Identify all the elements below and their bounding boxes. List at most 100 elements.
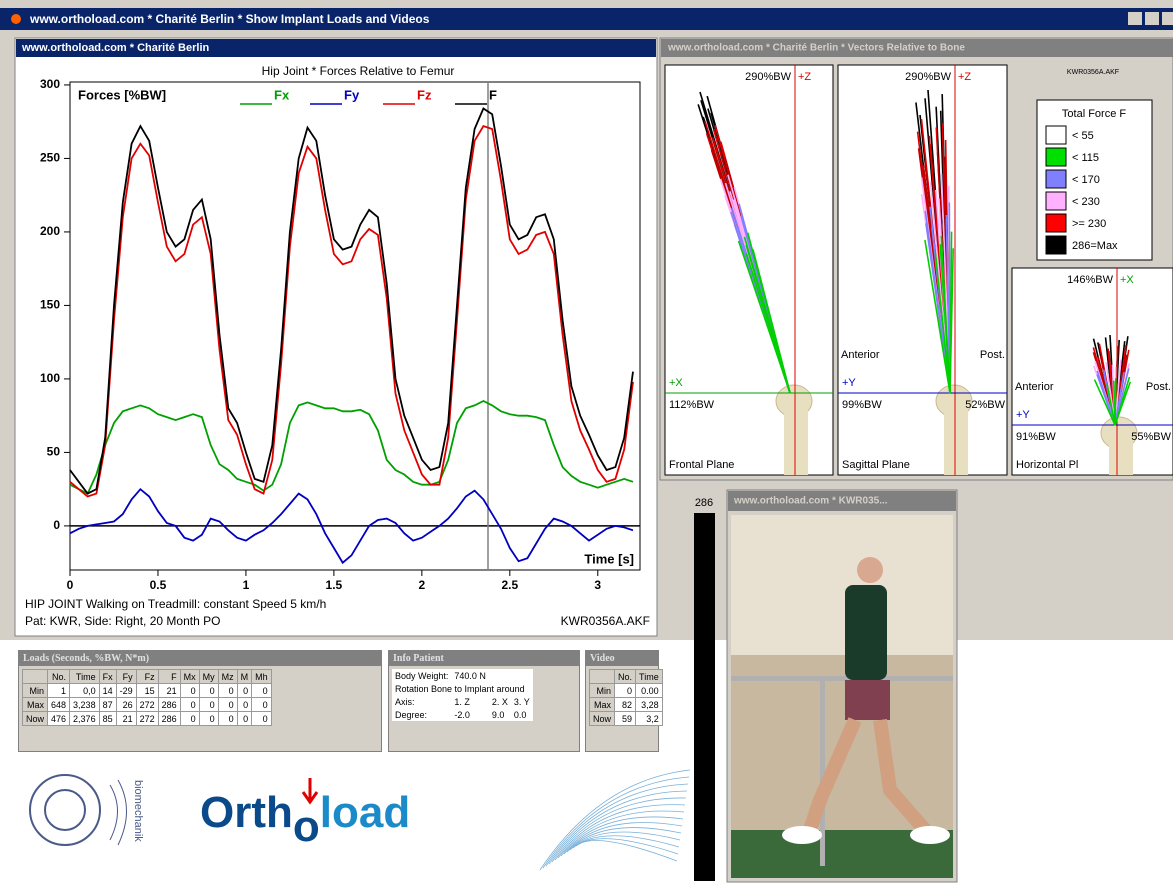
table-cell: 286 — [158, 698, 180, 712]
window-title: www.orthoload.com * Charité Berlin * Sho… — [29, 12, 430, 26]
logo-part: load — [320, 788, 410, 837]
table: No.TimeMin00.00Max823,28Now593,2 — [589, 669, 663, 726]
plane-label: 52%BW — [965, 399, 1005, 411]
table-cell: 21 — [158, 684, 180, 698]
table-cell: Fz — [136, 670, 158, 684]
table-cell: Degree: — [392, 708, 451, 721]
table-cell: 0 — [199, 712, 218, 726]
panel-title: www.orthoload.com * Charité Berlin — [21, 42, 210, 54]
shoe — [910, 826, 950, 844]
video-wall — [731, 515, 953, 655]
table-row: Rotation Bone to Implant around — [392, 682, 533, 695]
table-cell: -29 — [116, 684, 136, 698]
table-cell — [590, 670, 615, 684]
table-cell: 272 — [136, 698, 158, 712]
torso — [845, 585, 887, 680]
plane-label: Post. — [980, 349, 1005, 361]
table: No.TimeFxFyFzFMxMyMzMMhMin10,014-2915210… — [22, 669, 272, 726]
table-cell: 14 — [99, 684, 116, 698]
shoe — [782, 826, 822, 844]
table-cell: 59 — [615, 712, 636, 726]
legend-swatch — [1046, 214, 1066, 232]
force-bar — [694, 513, 715, 881]
table-row: Now4762,376852127228600000 — [23, 712, 272, 726]
legend-label: Fx — [274, 87, 290, 102]
plane-label: +X — [1120, 274, 1134, 286]
table-cell: 2. X — [489, 695, 511, 708]
table-cell: 0 — [180, 684, 199, 698]
table-cell: 0,0 — [70, 684, 100, 698]
table-title: Loads (Seconds, %BW, N*m) — [19, 651, 381, 666]
table-cell: 0 — [199, 684, 218, 698]
maximize-button[interactable] — [1145, 12, 1159, 25]
table-cell: -2.0 — [451, 708, 489, 721]
table-title: Info Patient — [389, 651, 579, 666]
table-cell: 0 — [180, 698, 199, 712]
x-tick-label: 0.5 — [150, 578, 167, 592]
table-cell: 1. Z — [451, 695, 489, 708]
table-cell: 3,28 — [636, 698, 663, 712]
legend-label: 286=Max — [1072, 240, 1118, 252]
chart-title: Hip Joint * Forces Relative to Femur — [262, 64, 455, 78]
table-row: Min10,014-29152100000 — [23, 684, 272, 698]
table-panel: Loads (Seconds, %BW, N*m) No.TimeFxFyFzFM… — [18, 650, 382, 752]
legend-label: Fy — [344, 87, 360, 102]
table-cell: Min — [23, 684, 48, 698]
plane-label: +Y — [1016, 409, 1030, 421]
bone-shaft — [1109, 440, 1133, 475]
table-cell: 0 — [615, 684, 636, 698]
table-cell: 26 — [116, 698, 136, 712]
table-cell: 85 — [99, 712, 116, 726]
table-cell: No. — [48, 670, 70, 684]
video-title: www.orthoload.com * KWR035... — [733, 496, 888, 507]
plane-label: +X — [669, 377, 683, 389]
screen: www.orthoload.com * Charité Berlin * Sho… — [0, 0, 1173, 887]
legend-label: < 55 — [1072, 130, 1094, 142]
plane-label: +Z — [958, 71, 971, 83]
wave-line — [543, 777, 689, 868]
force-bar-label: 286 — [695, 497, 713, 509]
y-tick-label: 100 — [40, 371, 60, 385]
table-cell: 3,2 — [636, 712, 663, 726]
legend-label: < 230 — [1072, 196, 1100, 208]
table-cell: My — [199, 670, 218, 684]
x-tick-label: 3 — [594, 578, 601, 592]
x-axis-label: Time [s] — [584, 551, 634, 566]
plane-box — [1012, 268, 1173, 475]
table-cell: 1 — [48, 684, 70, 698]
table-cell: 0 — [180, 712, 199, 726]
logo-part: Orth — [200, 788, 293, 837]
table-cell: 272 — [136, 712, 158, 726]
legend-swatch — [1046, 126, 1066, 144]
y-axis-label: Forces [%BW] — [78, 87, 166, 102]
table-cell: Mh — [252, 670, 272, 684]
minimize-button[interactable] — [1128, 12, 1142, 25]
table-cell: 286 — [158, 712, 180, 726]
table-row: No.Time — [590, 670, 663, 684]
table-cell: 740.0 N — [451, 669, 489, 682]
table-cell: 0 — [252, 698, 272, 712]
table-cell: Now — [23, 712, 48, 726]
logo-arrow — [303, 778, 317, 802]
table-cell: 0 — [237, 698, 252, 712]
table-row: Axis:1. Z2. X3. Y — [392, 695, 533, 708]
legend-swatch — [1046, 170, 1066, 188]
y-tick-label: 300 — [40, 77, 60, 91]
wave-line — [540, 770, 690, 870]
y-tick-label: 150 — [40, 298, 60, 312]
plane-label: 146%BW — [1067, 274, 1113, 286]
table-cell — [23, 670, 48, 684]
plane-label: +Y — [842, 377, 856, 389]
table-cell: Time — [636, 670, 663, 684]
x-tick-label: 2 — [419, 578, 426, 592]
file-name: KWR0356A.AKF — [561, 614, 650, 628]
table-cell: Fy — [116, 670, 136, 684]
rail — [731, 676, 953, 681]
legend-label: < 170 — [1072, 174, 1100, 186]
legend-title: Total Force F — [1062, 108, 1126, 120]
legend-swatch — [1046, 148, 1066, 166]
close-button[interactable] — [1162, 12, 1173, 25]
